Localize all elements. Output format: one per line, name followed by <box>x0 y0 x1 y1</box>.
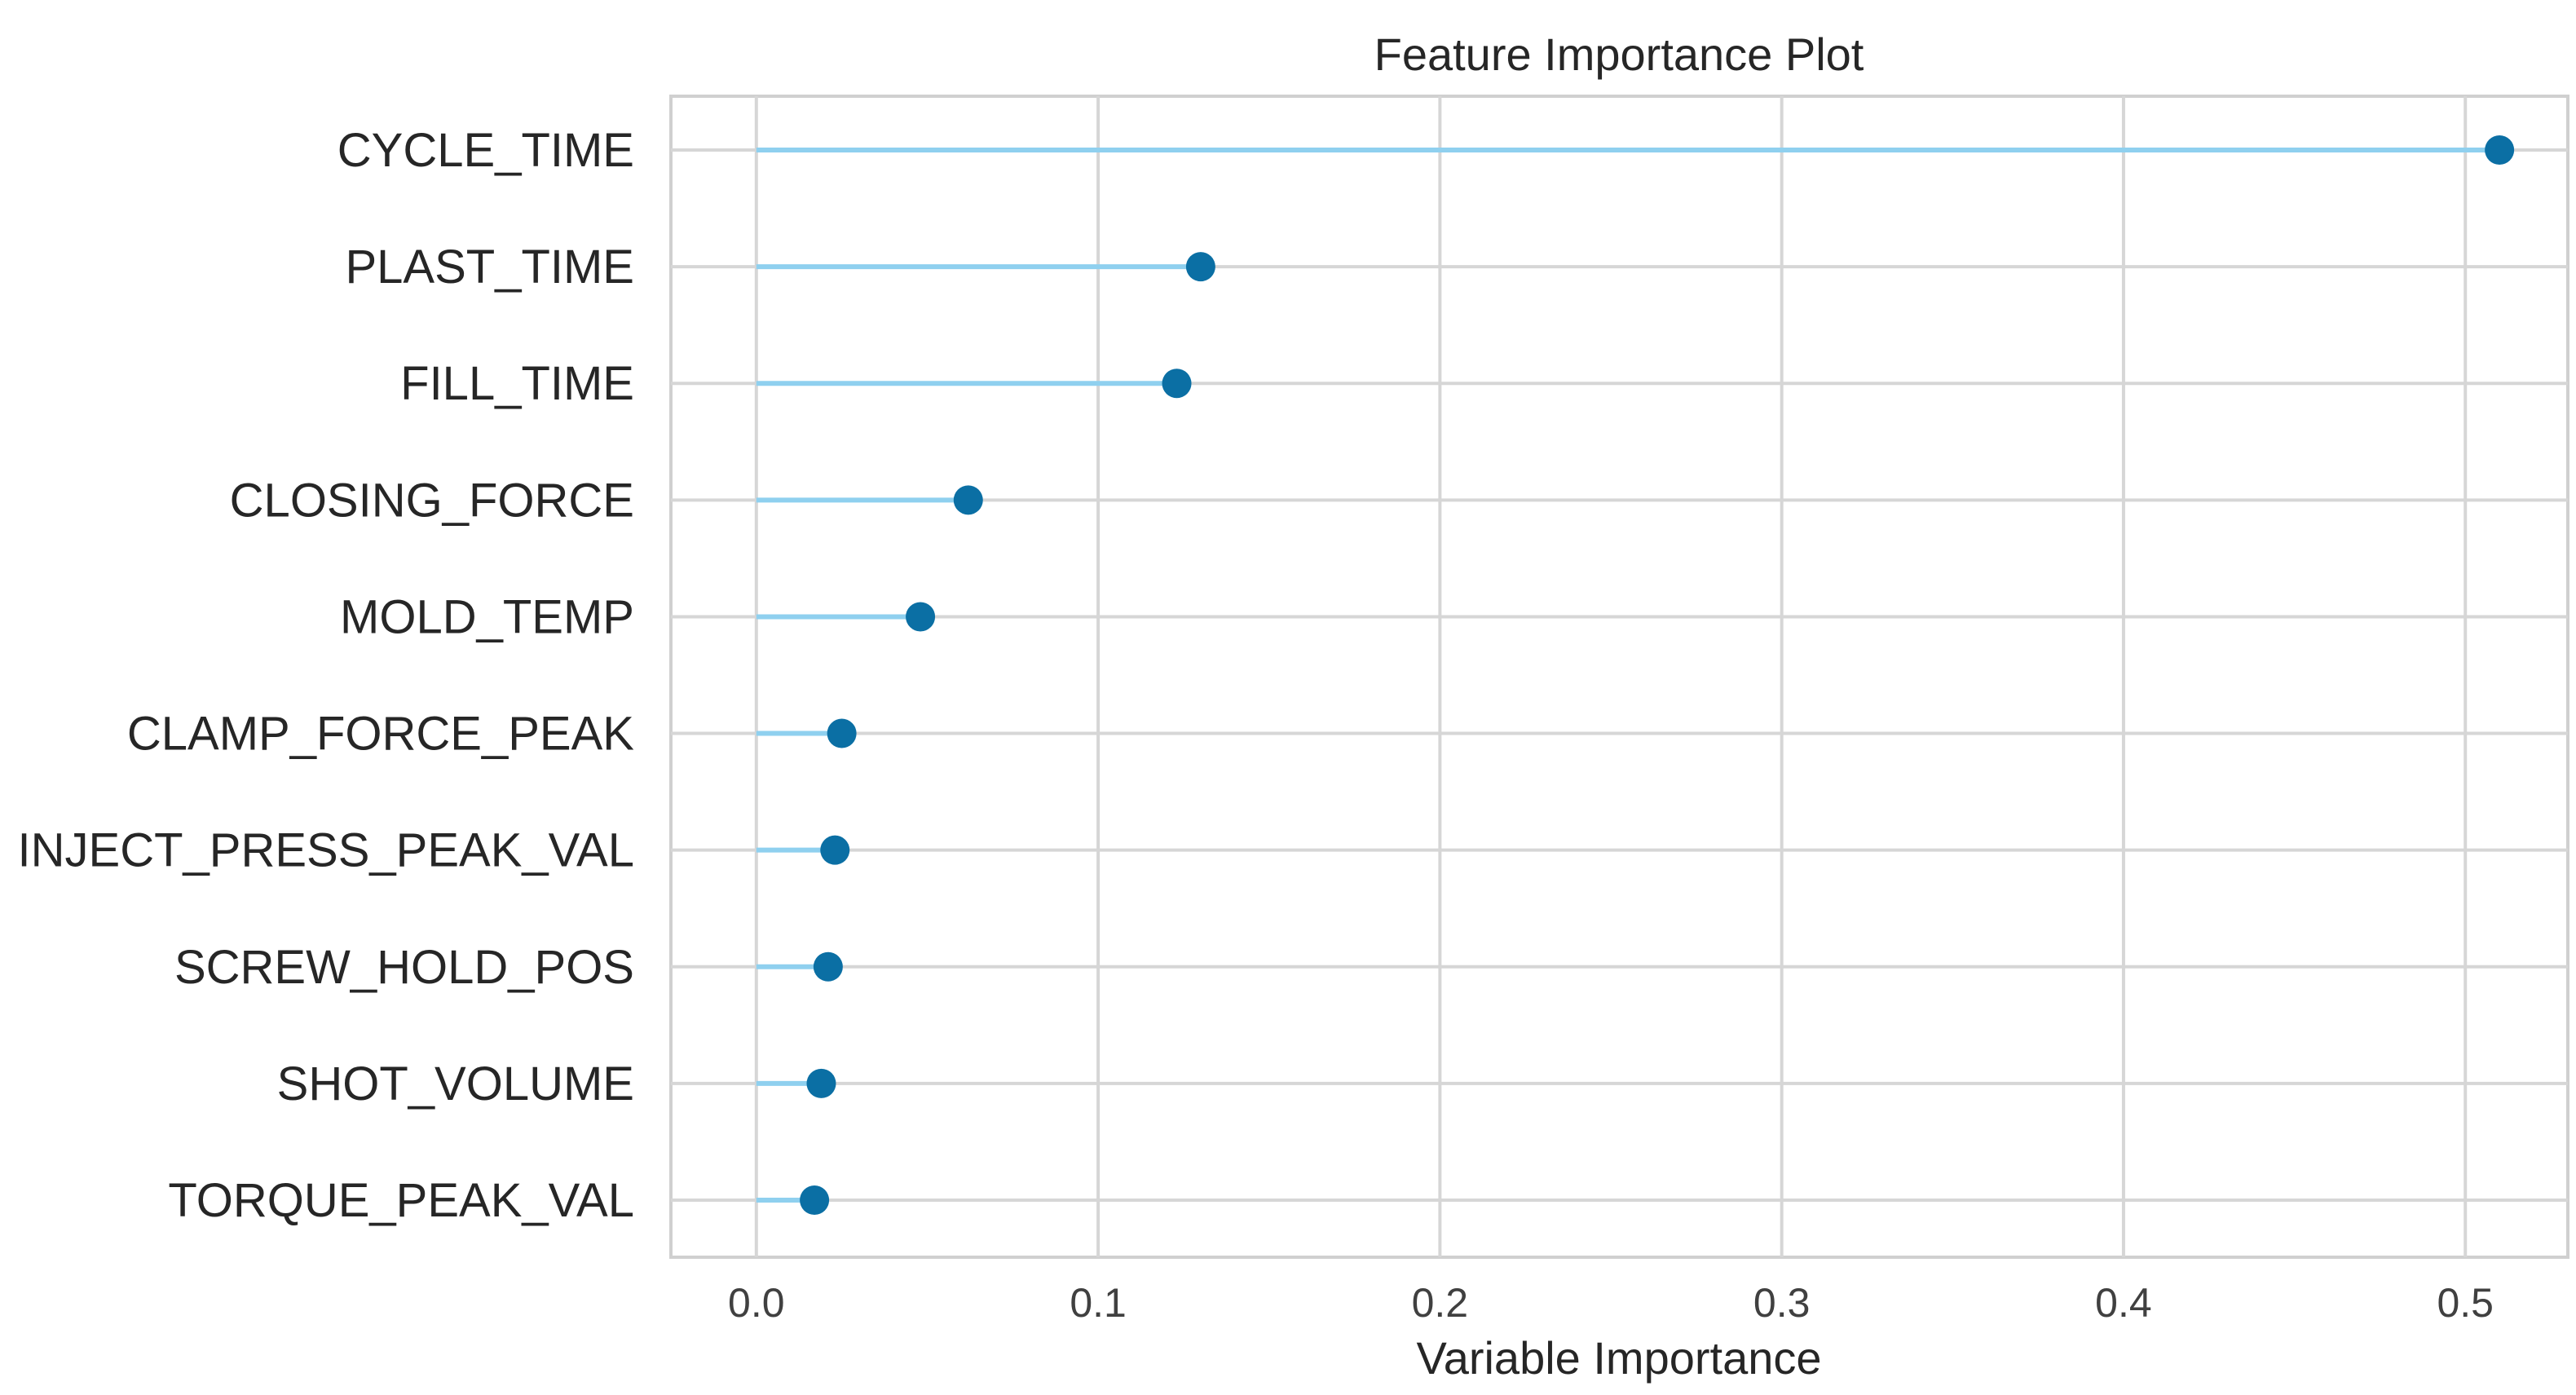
y-category-label: CLOSING_FORCE <box>230 474 634 527</box>
x-tick-label: 0.0 <box>728 1280 785 1326</box>
lollipop-markers <box>800 135 2515 1215</box>
lollipop-marker <box>806 1068 836 1098</box>
lollipop-marker <box>906 602 936 632</box>
lollipop-marker <box>1162 369 1192 399</box>
y-axis-category-labels: CYCLE_TIME PLAST_TIME FILL_TIME CLOSING_FOR… <box>18 124 635 1227</box>
y-category-label: TORQUE_PEAK_VAL <box>168 1174 634 1227</box>
lollipop-marker <box>953 485 983 515</box>
lollipop-marker <box>813 951 843 982</box>
y-category-label: CLAMP_FORCE_PEAK <box>127 708 634 761</box>
lollipop-marker <box>2485 135 2515 165</box>
x-tick-label: 0.3 <box>1753 1280 1811 1326</box>
x-tick-label: 0.5 <box>2437 1280 2494 1326</box>
x-tick-label: 0.4 <box>2095 1280 2152 1326</box>
y-category-label: INJECT_PRESS_PEAK_VAL <box>18 824 634 877</box>
plot-area <box>669 95 2569 1259</box>
y-category-label: SHOT_VOLUME <box>277 1057 634 1110</box>
x-tick-label: 0.1 <box>1070 1280 1127 1326</box>
y-category-label: MOLD_TEMP <box>340 590 634 643</box>
y-category-label: FILL_TIME <box>400 357 634 410</box>
x-axis-tick-labels: 0.0 0.1 0.2 0.3 0.4 0.5 <box>728 1280 2494 1326</box>
lollipop-marker <box>1185 252 1215 282</box>
y-category-label: CYCLE_TIME <box>337 124 634 177</box>
lollipop-marker <box>827 718 857 748</box>
x-tick-label: 0.2 <box>1412 1280 1469 1326</box>
lollipop-marker <box>800 1185 830 1215</box>
lollipop-marker <box>820 835 850 865</box>
y-category-label: PLAST_TIME <box>345 241 634 294</box>
chart-title: Feature Importance Plot <box>1374 29 1864 80</box>
x-axis-title: Variable Importance <box>1417 1332 1822 1384</box>
lollipop-stems <box>756 148 2500 1203</box>
y-category-label: SCREW_HOLD_POS <box>174 941 634 994</box>
